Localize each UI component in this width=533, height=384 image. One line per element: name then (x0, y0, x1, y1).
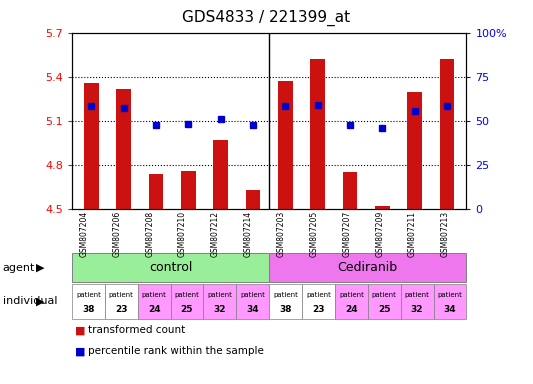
Text: 23: 23 (115, 305, 127, 314)
Bar (407, 91, 422, 209)
Text: patient: patient (174, 291, 199, 298)
Text: GSM807208: GSM807208 (145, 211, 154, 257)
Text: patient: patient (306, 291, 331, 298)
Text: GSM807210: GSM807210 (178, 211, 187, 257)
Text: Cediranib: Cediranib (338, 262, 398, 274)
Text: GSM807211: GSM807211 (408, 211, 417, 257)
Text: patient: patient (372, 291, 397, 298)
Bar (181, 171, 196, 209)
Text: 34: 34 (443, 305, 456, 314)
Text: percentile rank within the sample: percentile rank within the sample (88, 346, 264, 356)
Text: GSM807213: GSM807213 (441, 211, 450, 257)
Text: ▶: ▶ (36, 263, 45, 273)
Text: 25: 25 (378, 305, 391, 314)
Text: patient: patient (240, 291, 265, 298)
Text: 32: 32 (411, 305, 423, 314)
Text: GSM807209: GSM807209 (375, 211, 384, 257)
Bar (440, 59, 454, 209)
Text: patient: patient (339, 291, 364, 298)
Text: control: control (149, 262, 192, 274)
Text: agent: agent (3, 263, 35, 273)
Text: patient: patient (273, 291, 298, 298)
Text: GSM807203: GSM807203 (277, 211, 286, 257)
Text: patient: patient (76, 291, 101, 298)
Text: 38: 38 (279, 305, 292, 314)
Text: 24: 24 (345, 305, 358, 314)
Text: GSM807205: GSM807205 (310, 211, 319, 257)
Bar (213, 140, 228, 209)
Text: transformed count: transformed count (88, 325, 185, 335)
Text: ■: ■ (75, 325, 85, 335)
Text: patient: patient (405, 291, 430, 298)
Text: GSM807206: GSM807206 (112, 211, 122, 257)
Text: patient: patient (207, 291, 232, 298)
Text: patient: patient (109, 291, 134, 298)
Text: 32: 32 (214, 305, 226, 314)
Text: ■: ■ (75, 346, 85, 356)
Text: 25: 25 (181, 305, 193, 314)
Text: 34: 34 (246, 305, 259, 314)
Bar (84, 83, 99, 209)
Bar (343, 172, 357, 209)
Text: 24: 24 (148, 305, 160, 314)
Text: GSM807207: GSM807207 (342, 211, 351, 257)
Text: 38: 38 (82, 305, 95, 314)
Text: GSM807214: GSM807214 (244, 211, 253, 257)
Text: GDS4833 / 221399_at: GDS4833 / 221399_at (182, 10, 351, 26)
Text: ▶: ▶ (36, 296, 45, 306)
Bar (149, 174, 163, 209)
Text: patient: patient (142, 291, 167, 298)
Text: GSM807204: GSM807204 (79, 211, 88, 257)
Bar (116, 89, 131, 209)
Bar (310, 59, 325, 209)
Text: individual: individual (3, 296, 57, 306)
Bar (246, 190, 260, 209)
Bar (278, 81, 293, 209)
Text: GSM807212: GSM807212 (211, 211, 220, 257)
Bar (375, 206, 390, 209)
Text: 23: 23 (312, 305, 325, 314)
Text: patient: patient (438, 291, 463, 298)
